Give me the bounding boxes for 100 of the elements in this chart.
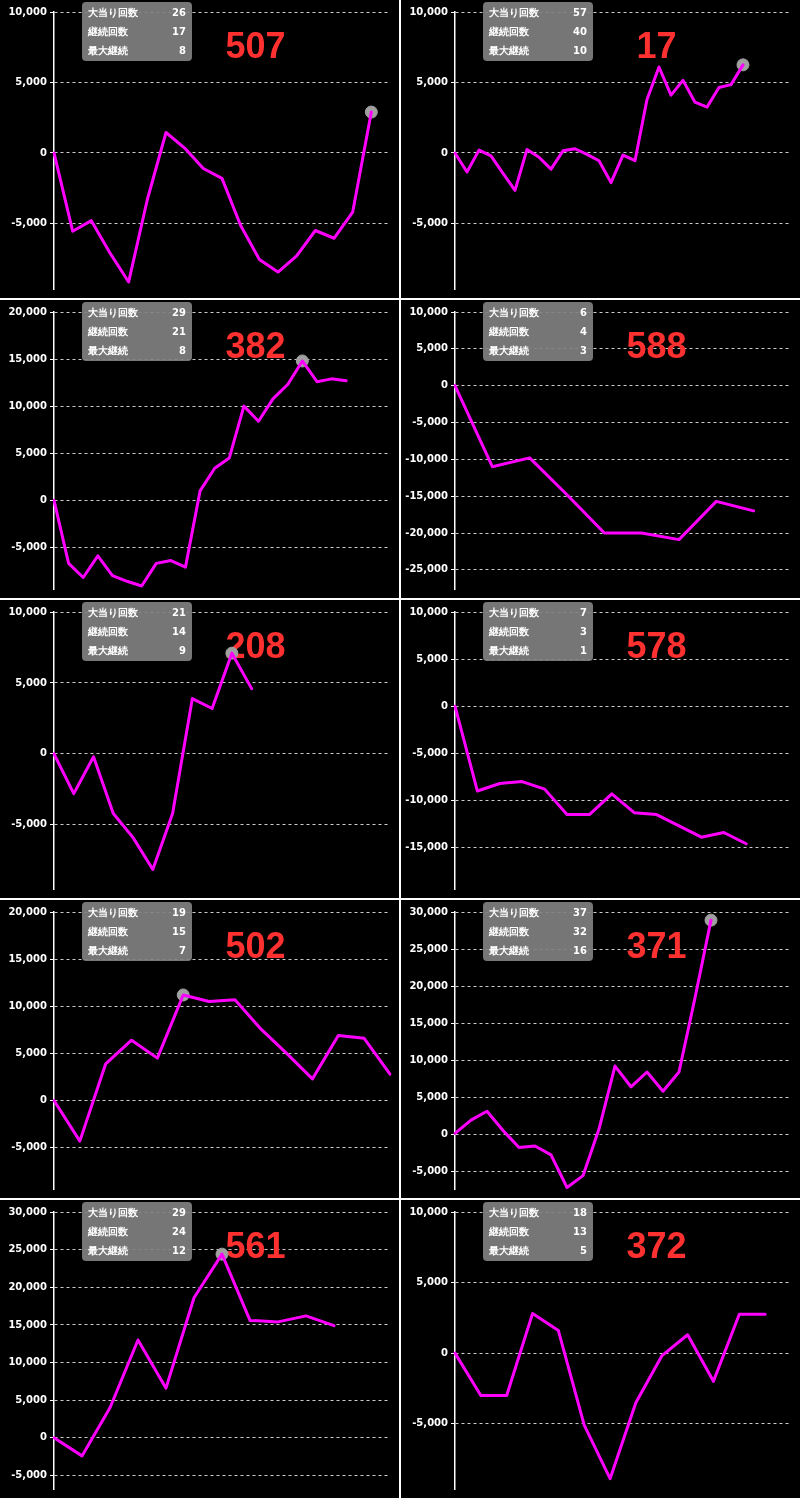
annotation: 継続回数 <box>87 925 129 937</box>
y-tick-label: 5,000 <box>15 1393 48 1405</box>
y-tick-label: 0 <box>40 1094 48 1106</box>
annotation: 7 <box>179 944 187 956</box>
annotation: 継続回数 <box>488 325 530 337</box>
annotation: 大当り回数 <box>87 606 139 618</box>
y-tick-label: 30,000 <box>409 905 449 917</box>
annotation: 10 <box>573 44 588 56</box>
y-tick-label: 5,000 <box>416 1090 449 1102</box>
annotation: 最大継続 <box>488 44 529 56</box>
y-tick-label: -5,000 <box>11 217 48 229</box>
y-tick-label: 5,000 <box>416 76 449 88</box>
y-tick-label: 20,000 <box>409 979 449 991</box>
annotation: 21 <box>172 606 187 618</box>
y-tick-label: 0 <box>441 699 449 711</box>
chart-title: 502 <box>225 925 286 966</box>
annotation: 12 <box>172 1244 187 1256</box>
y-tick-label: -20,000 <box>405 526 449 538</box>
y-tick-label: -25,000 <box>405 563 449 575</box>
annotation: 6 <box>580 306 588 318</box>
chart-title: 561 <box>225 1225 286 1266</box>
annotation: 最大継続 <box>488 944 529 956</box>
annotation: 最大継続 <box>488 644 529 656</box>
y-tick-label: 20,000 <box>8 305 48 317</box>
y-tick-label: 5,000 <box>416 652 449 664</box>
y-tick-label: 5,000 <box>15 676 48 688</box>
annotation: 16 <box>573 944 588 956</box>
annotation: 29 <box>172 1206 187 1218</box>
y-tick-label: -5,000 <box>412 217 449 229</box>
annotation: 継続回数 <box>87 25 129 37</box>
y-tick-label: 0 <box>441 146 449 158</box>
annotation: 7 <box>580 606 588 618</box>
y-tick-label: 10,000 <box>409 5 449 17</box>
annotation: 21 <box>172 325 187 337</box>
annotation: 最大継続 <box>87 644 128 656</box>
annotation: 継続回数 <box>488 25 530 37</box>
annotation: 29 <box>172 306 187 318</box>
y-tick-label: -15,000 <box>405 489 449 501</box>
annotation: 継続回数 <box>488 625 530 637</box>
y-tick-label: -5,000 <box>412 416 449 428</box>
annotation: 13 <box>573 1225 588 1237</box>
annotation: 大当り回数 <box>488 306 540 318</box>
y-tick-label: 20,000 <box>8 905 48 917</box>
annotation: 3 <box>580 344 588 356</box>
y-tick-label: -5,000 <box>11 1141 48 1153</box>
annotation: 17 <box>172 25 187 37</box>
y-tick-label: 15,000 <box>409 1016 449 1028</box>
annotation: 19 <box>172 906 187 918</box>
y-tick-label: 30,000 <box>8 1205 48 1217</box>
annotation: 継続回数 <box>87 625 129 637</box>
annotation: 24 <box>172 1225 187 1237</box>
annotation: 最大継続 <box>488 1244 529 1256</box>
annotation: 8 <box>179 44 187 56</box>
annotation: 32 <box>573 925 588 937</box>
chart-title: 371 <box>626 925 687 966</box>
y-tick-label: 10,000 <box>8 399 48 411</box>
annotation: 40 <box>573 25 588 37</box>
y-tick-label: -10,000 <box>405 452 449 464</box>
annotation: 5 <box>580 1244 588 1256</box>
annotation: 大当り回数 <box>488 1206 540 1218</box>
y-tick-label: 10,000 <box>8 999 48 1011</box>
annotation: 9 <box>179 644 187 656</box>
y-tick-label: 25,000 <box>409 942 449 954</box>
annotation: 継続回数 <box>488 925 530 937</box>
annotation: 15 <box>172 925 187 937</box>
annotation: 37 <box>573 906 588 918</box>
annotation: 最大継続 <box>87 944 128 956</box>
y-tick-label: 10,000 <box>8 5 48 17</box>
y-tick-label: -5,000 <box>11 1469 48 1481</box>
annotation: 継続回数 <box>87 325 129 337</box>
y-tick-label: 10,000 <box>409 605 449 617</box>
annotation: 最大継続 <box>87 1244 128 1256</box>
y-tick-label: 25,000 <box>8 1243 48 1255</box>
annotation: 大当り回数 <box>87 6 139 18</box>
y-tick-label: -5,000 <box>412 1417 449 1429</box>
y-tick-label: 0 <box>441 1127 449 1139</box>
chart-title: 588 <box>626 325 687 366</box>
y-tick-label: 10,000 <box>409 305 449 317</box>
y-tick-label: 20,000 <box>8 1280 48 1292</box>
y-tick-label: -5,000 <box>412 1164 449 1176</box>
chart-title: 382 <box>225 325 286 366</box>
y-tick-label: -10,000 <box>405 794 449 806</box>
annotation: 継続回数 <box>87 1225 129 1237</box>
y-tick-label: 15,000 <box>8 952 48 964</box>
y-tick-label: 10,000 <box>8 605 48 617</box>
annotation: 4 <box>580 325 588 337</box>
y-tick-label: 5,000 <box>15 76 48 88</box>
y-tick-label: 5,000 <box>416 342 449 354</box>
y-tick-label: 0 <box>40 493 48 505</box>
annotation: 大当り回数 <box>87 1206 139 1218</box>
y-tick-label: 5,000 <box>15 446 48 458</box>
annotation: 18 <box>573 1206 588 1218</box>
y-tick-label: 15,000 <box>8 1318 48 1330</box>
y-tick-label: -5,000 <box>11 540 48 552</box>
annotation: 最大継続 <box>488 344 529 356</box>
y-tick-label: 10,000 <box>8 1356 48 1368</box>
annotation: 継続回数 <box>488 1225 530 1237</box>
y-tick-label: 0 <box>40 146 48 158</box>
annotation: 26 <box>172 6 187 18</box>
chart-title: 578 <box>626 625 687 666</box>
